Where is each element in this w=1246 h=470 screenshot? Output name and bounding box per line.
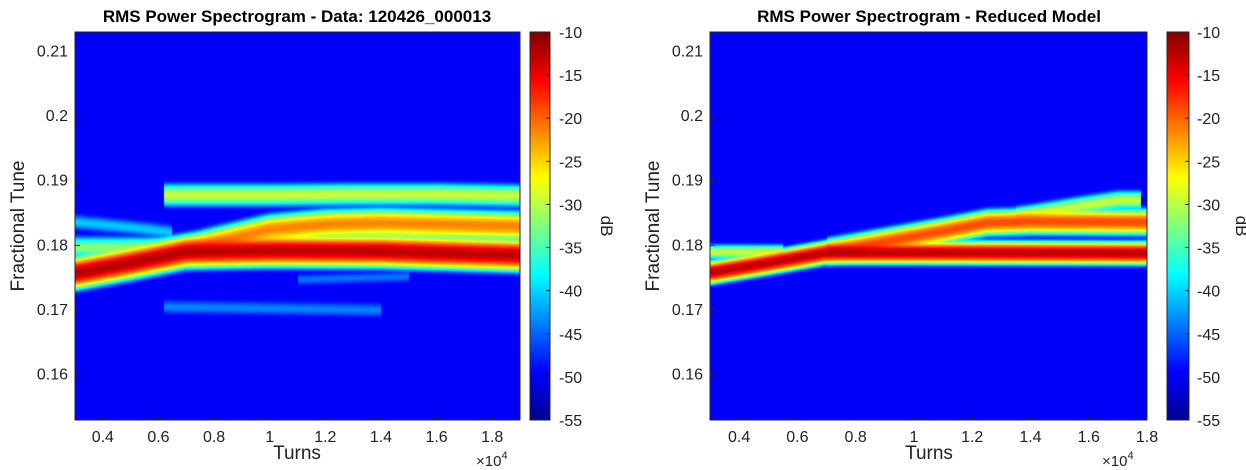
- x-tick-label: 0.6: [147, 429, 169, 446]
- plot-frame: [709, 31, 1148, 421]
- x-tick-label: 0.8: [845, 429, 867, 446]
- colorbar-tick-label: -20: [559, 111, 582, 128]
- spectrogram-panel-data: RMS Power Spectrogram - Data: 120426_000…: [8, 7, 616, 470]
- spectrogram-image: [75, 32, 520, 420]
- colorbar-tick-label: -25: [1197, 154, 1220, 171]
- colorbar-tick-label: -35: [559, 241, 582, 258]
- y-tick-label: 0.18: [37, 237, 68, 254]
- colorbar-tick-label: -35: [1197, 241, 1220, 258]
- colorbar-tick-label: -10: [1197, 25, 1220, 42]
- x-tick-label: 1: [909, 429, 918, 446]
- colorbar-tick-label: -20: [1197, 111, 1220, 128]
- colorbar-label: dB: [597, 216, 616, 237]
- x-tick-label: 0.8: [203, 429, 225, 446]
- y-tick-label: 0.18: [672, 237, 703, 254]
- x-tick-label: 1: [265, 429, 274, 446]
- y-tick-label: 0.2: [46, 108, 68, 125]
- y-tick-label: 0.16: [672, 367, 703, 384]
- colorbar-tick-label: -30: [1197, 197, 1220, 214]
- chart-title: RMS Power Spectrogram - Reduced Model: [757, 7, 1101, 26]
- colorbar: [529, 31, 551, 421]
- y-axis-label: Fractional Tune: [643, 161, 664, 292]
- x-tick-label: 1.6: [1078, 429, 1100, 446]
- chart-title: RMS Power Spectrogram - Data: 120426_000…: [103, 7, 491, 26]
- colorbar-tick-label: -40: [1197, 284, 1220, 301]
- x-tick-label: 0.4: [728, 429, 750, 446]
- x-tick-label: 1.2: [314, 429, 336, 446]
- plot-frame: [74, 31, 521, 421]
- colorbar-tick-label: -50: [1197, 370, 1220, 387]
- x-tick-label: 1.4: [1019, 429, 1041, 446]
- y-tick-label: 0.16: [37, 367, 68, 384]
- spectrogram-panel-model: RMS Power Spectrogram - Reduced Model Fr…: [643, 7, 1246, 470]
- colorbar-tick-label: -25: [559, 154, 582, 171]
- x-multiplier: ×104: [1102, 450, 1134, 470]
- x-tick-label: 1.8: [1136, 429, 1158, 446]
- y-axis-label: Fractional Tune: [8, 161, 29, 292]
- x-multiplier: ×104: [476, 450, 508, 470]
- colorbar-tick-label: -45: [559, 327, 582, 344]
- x-axis-label: Turns: [273, 443, 321, 464]
- colorbar-tick-label: -45: [1197, 327, 1220, 344]
- y-tick-label: 0.21: [37, 43, 68, 60]
- y-tick-label: 0.17: [37, 302, 68, 319]
- colorbar-tick-label: -55: [559, 413, 582, 430]
- colorbar-tick-label: -50: [559, 370, 582, 387]
- y-tick-label: 0.2: [681, 108, 703, 125]
- x-axis-label: Turns: [905, 443, 953, 464]
- y-tick-label: 0.21: [672, 43, 703, 60]
- x-tick-label: 0.4: [92, 429, 114, 446]
- y-tick-label: 0.17: [672, 302, 703, 319]
- x-tick-label: 0.6: [786, 429, 808, 446]
- x-tick-label: 1.2: [961, 429, 983, 446]
- x-tick-label: 1.6: [425, 429, 447, 446]
- colorbar-tick-label: -15: [1197, 68, 1220, 85]
- x-tick-label: 1.4: [370, 429, 392, 446]
- colorbar-tick-label: -40: [559, 284, 582, 301]
- colorbar-tick-label: -10: [559, 25, 582, 42]
- colorbar-tick-label: -30: [559, 197, 582, 214]
- spectrogram-image: [710, 32, 1147, 420]
- colorbar-tick-label: -15: [559, 68, 582, 85]
- colorbar: [1166, 31, 1190, 421]
- y-tick-label: 0.19: [672, 173, 703, 190]
- colorbar-tick-label: -55: [1197, 413, 1220, 430]
- colorbar-label: dB: [1232, 216, 1246, 237]
- y-tick-label: 0.19: [37, 173, 68, 190]
- x-tick-label: 1.8: [481, 429, 503, 446]
